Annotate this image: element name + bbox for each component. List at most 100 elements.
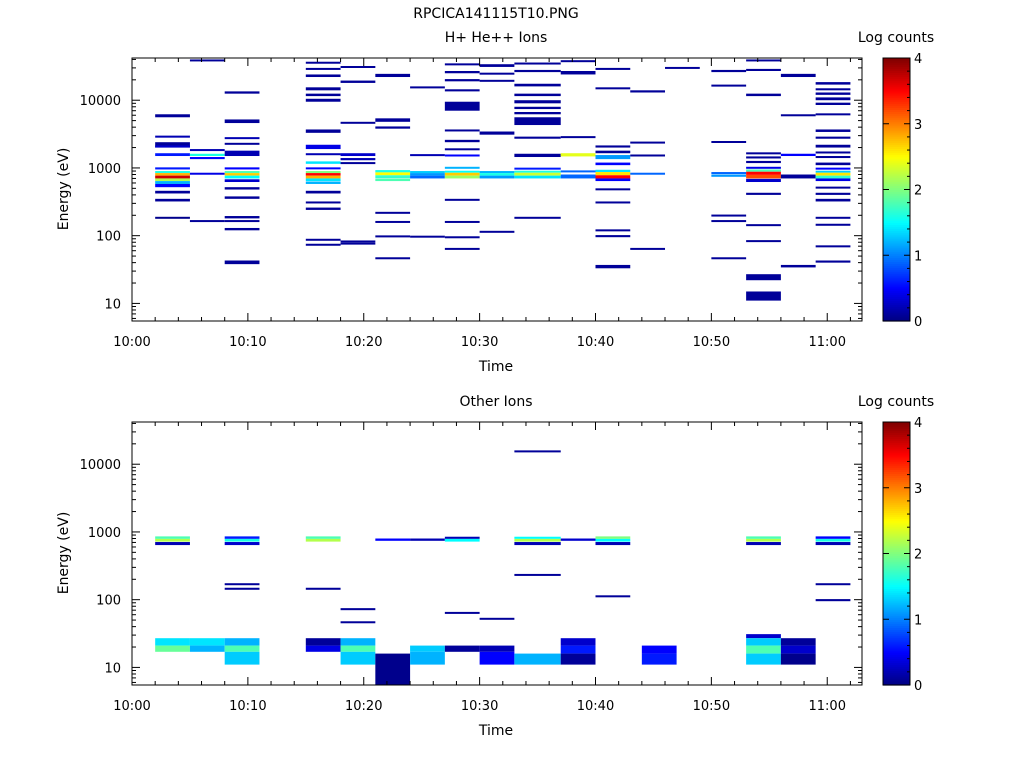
colorbar-band <box>883 86 910 90</box>
colorbar-band <box>883 267 910 271</box>
colorbar-band <box>883 569 910 573</box>
heatmap-cell <box>224 171 260 174</box>
colorbar-tick-label: 0 <box>914 315 922 330</box>
heatmap-cell <box>224 196 260 199</box>
colorbar-band <box>883 195 910 199</box>
heatmap-cell <box>410 86 445 89</box>
colorbar-band <box>883 152 910 156</box>
colorbar-band <box>883 483 910 487</box>
heatmap-cell <box>815 192 851 195</box>
heatmap-cell <box>305 638 341 646</box>
heatmap-cell <box>444 89 480 92</box>
heatmap-cell <box>815 223 851 226</box>
colorbar-band <box>883 226 910 230</box>
colorbar-label: Log counts <box>858 394 934 410</box>
heatmap-cell <box>305 87 341 91</box>
colorbar-band <box>883 316 910 320</box>
colorbar-band <box>883 290 910 293</box>
heatmap-cell <box>340 608 376 611</box>
colorbar-band <box>883 506 910 509</box>
colorbar-band <box>883 185 910 189</box>
heatmap-cell <box>224 150 260 157</box>
colorbar-band <box>883 436 910 440</box>
heatmap-cell <box>340 65 376 68</box>
colorbar-band <box>883 138 910 141</box>
colorbar-band <box>883 220 910 223</box>
colorbar-band <box>883 635 910 639</box>
colorbar-band <box>883 247 910 250</box>
colorbar-band <box>883 78 910 82</box>
colorbar-band <box>883 222 910 226</box>
heatmap-cell <box>224 542 260 546</box>
colorbar-band <box>883 60 910 63</box>
colorbar-band <box>883 131 910 135</box>
colorbar-band <box>883 510 910 514</box>
colorbar-band <box>883 670 910 674</box>
heatmap-cell <box>815 82 851 85</box>
heatmap-cell <box>815 92 851 95</box>
x-tick-label: 10:40 <box>577 335 614 350</box>
heatmap-cell <box>711 257 747 260</box>
heatmap-cell <box>595 67 631 70</box>
colorbar-band <box>883 300 910 304</box>
heatmap-cell <box>746 68 781 71</box>
heatmap-cell <box>224 119 260 124</box>
heatmap-cell <box>815 583 851 586</box>
heatmap-cell <box>746 645 781 654</box>
colorbar-band <box>883 107 910 110</box>
heatmap-cell <box>746 638 781 646</box>
heatmap-cell <box>305 144 341 150</box>
y-tick-label: 1000 <box>88 526 121 541</box>
heatmap-cell <box>224 173 260 176</box>
heatmap-cell <box>155 538 190 542</box>
heatmap-cell <box>514 69 561 73</box>
heatmap-cell <box>305 153 341 156</box>
heatmap-cell <box>155 183 190 188</box>
heatmap-cell <box>595 201 631 204</box>
panel-h-he-ions: H+ He++ Ions Log counts Energy (eV) Time… <box>56 30 934 375</box>
heatmap-cell <box>155 536 190 539</box>
colorbar-band <box>883 160 910 164</box>
heatmap-cell <box>375 118 411 122</box>
plot-axes: 10:00 10:10 10:20 10:30 10:40 10:50 11:00 10 100… <box>80 421 863 714</box>
heatmap-cell <box>746 160 781 164</box>
heatmap-cell <box>711 214 747 217</box>
heatmap-cell <box>514 170 561 173</box>
heatmap-cell <box>560 538 596 541</box>
heatmap-cell <box>746 93 781 97</box>
heatmap-cell <box>514 653 561 665</box>
colorbar-band <box>883 477 910 481</box>
colorbar-band <box>883 602 910 606</box>
colorbar-band <box>883 99 910 102</box>
heatmap-cell <box>641 653 677 665</box>
colorbar-band <box>883 242 910 246</box>
colorbar-band <box>883 650 910 653</box>
colorbar-band <box>883 584 910 587</box>
heatmap-cell <box>305 201 341 204</box>
colorbar-band <box>883 158 910 162</box>
colorbar-band <box>883 541 910 544</box>
colorbar-band <box>883 265 910 269</box>
colorbar-band <box>883 598 910 602</box>
colorbar-band <box>883 664 910 668</box>
heatmap-cell <box>444 611 480 614</box>
heatmap-cell <box>444 139 480 143</box>
colorbar-band <box>883 500 910 503</box>
heatmap-cell <box>155 198 190 202</box>
x-axis-label: Time <box>478 359 513 375</box>
colorbar-band <box>883 553 910 557</box>
colorbar-band <box>883 80 910 84</box>
heatmap-cell <box>189 59 225 62</box>
heatmap-cell <box>595 178 631 182</box>
heatmap-cell <box>305 93 341 97</box>
colorbar-band <box>883 201 910 205</box>
colorbar-band <box>883 631 910 635</box>
colorbar-band <box>883 236 910 240</box>
colorbar-band <box>883 557 910 561</box>
colorbar-tick-label: 2 <box>914 548 922 563</box>
colorbar-band <box>883 625 910 629</box>
heatmap-cell <box>305 181 341 184</box>
colorbar-band <box>883 444 910 448</box>
heatmap-cell <box>815 151 851 154</box>
colorbar-band <box>883 576 910 579</box>
